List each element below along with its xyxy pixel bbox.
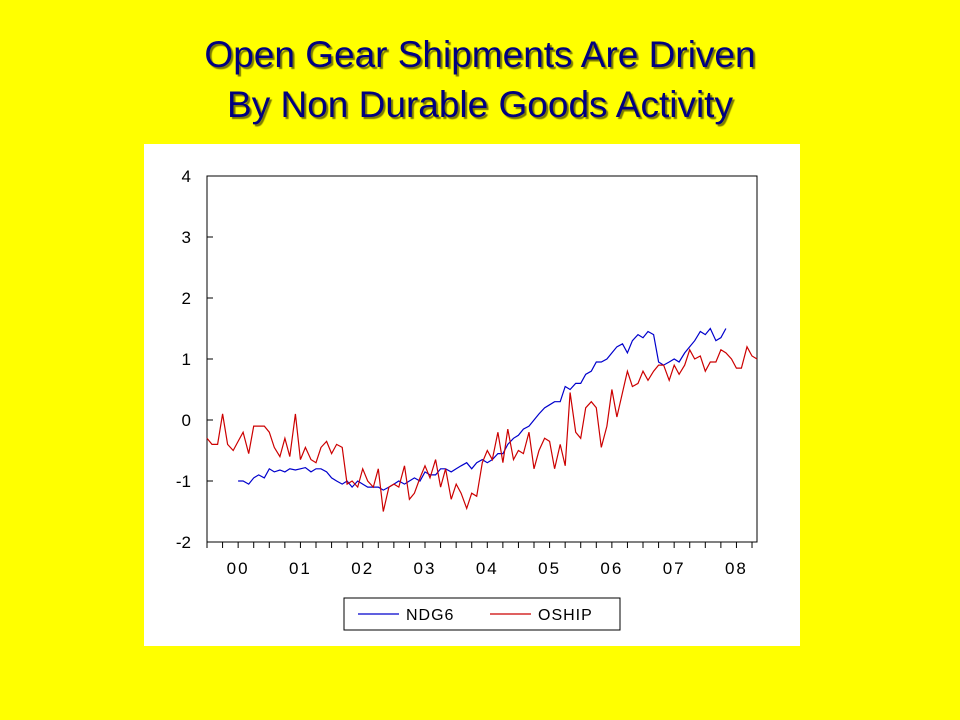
x-tick-label: 05 (538, 559, 561, 578)
y-tick-label: 3 (182, 228, 191, 247)
legend-label-oship: OSHIP (538, 607, 593, 624)
y-tick-label: -1 (176, 472, 191, 491)
title-line-1: Open Gear Shipments Are Driven (204, 34, 756, 75)
x-tick-label: 02 (351, 559, 374, 578)
x-tick-label: 00 (227, 559, 250, 578)
y-tick-label: -2 (176, 533, 191, 552)
y-tick-label: 1 (182, 350, 191, 369)
x-tick-label: 07 (663, 559, 686, 578)
chart-panel: 4 3 2 1 0 -1 -2 00 01 02 03 04 05 06 07 08 NDG6 OSHIP (144, 144, 800, 646)
x-tick-label: 06 (600, 559, 623, 578)
x-tick-label: 04 (476, 559, 499, 578)
series-line-ndg6 (238, 327, 727, 491)
x-tick-label: 08 (725, 559, 748, 578)
y-tick-label: 4 (182, 167, 191, 186)
x-tick-label: 03 (414, 559, 437, 578)
legend-label-ndg6: NDG6 (406, 607, 454, 624)
y-tick-label: 2 (182, 289, 191, 308)
x-tick-label: 01 (289, 559, 312, 578)
line-chart: 4 3 2 1 0 -1 -2 00 01 02 03 04 05 06 07 08 NDG6 OSHIP (176, 167, 758, 631)
y-tick-label: 0 (182, 411, 191, 430)
series-line-oship (206, 345, 758, 512)
title-line-2: By Non Durable Goods Activity (227, 84, 733, 125)
slide-title: Open Gear Shipments Are Driven By Non Du… (0, 30, 960, 130)
